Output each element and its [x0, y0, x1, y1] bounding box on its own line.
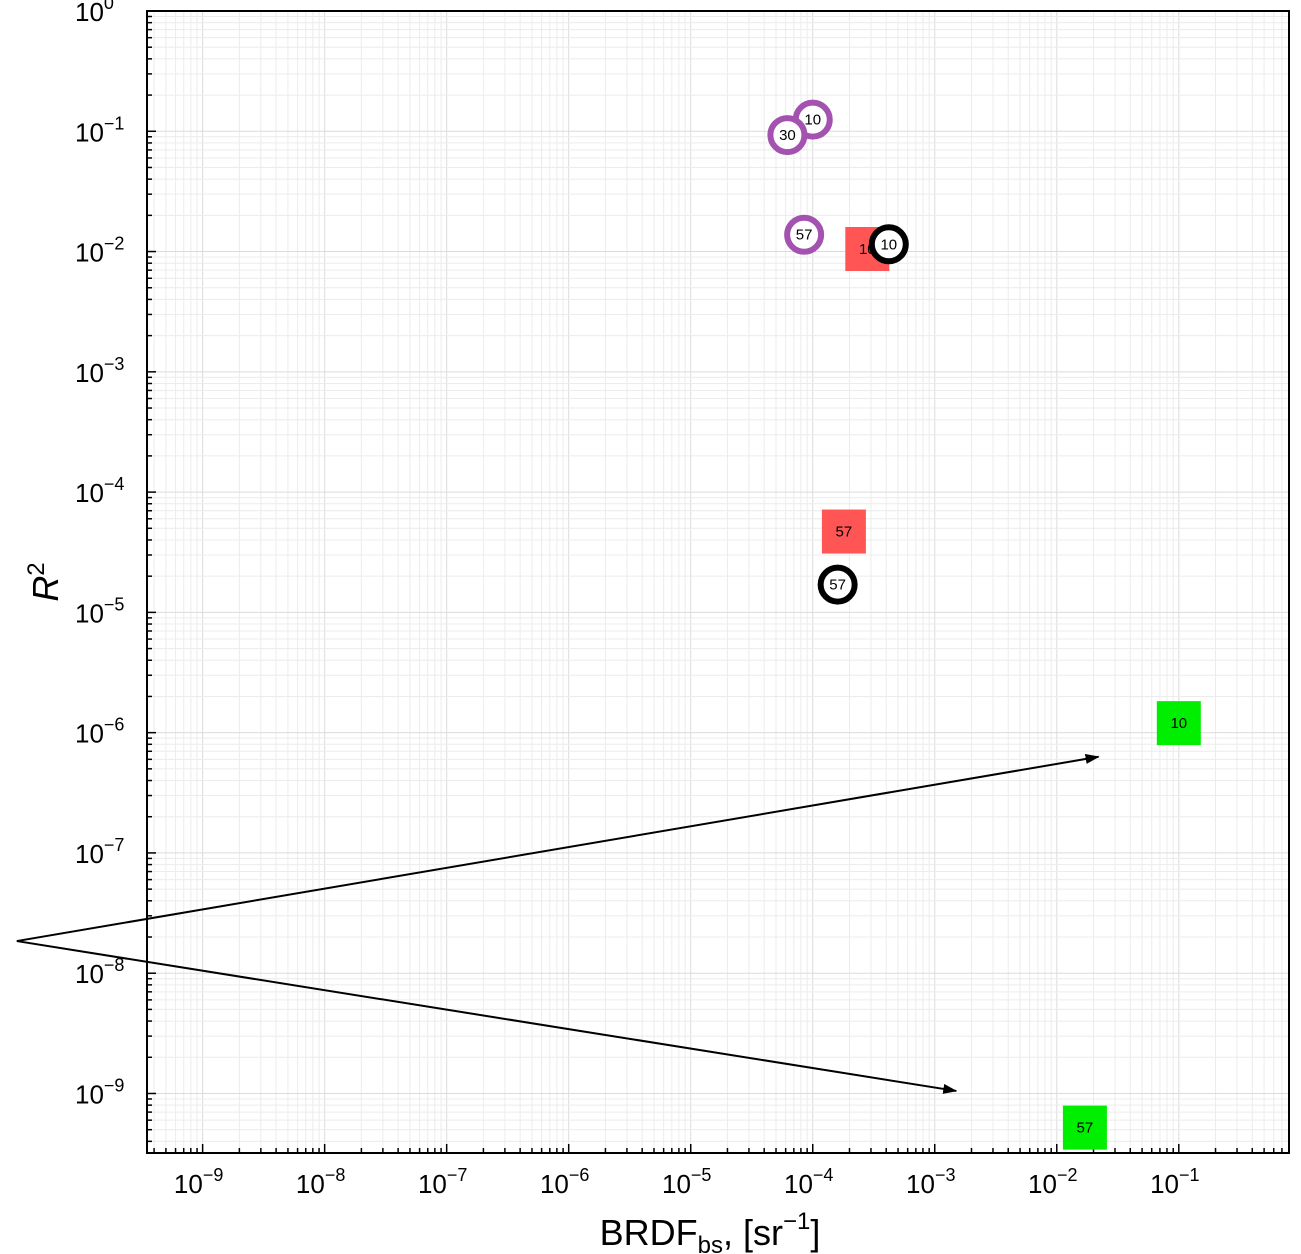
square-marker [1062, 1105, 1107, 1150]
y-tick-label: 10−5 [75, 594, 124, 628]
y-tick-label: 10−7 [75, 835, 124, 869]
point-label: 10 [1170, 715, 1187, 732]
y-axis-title: R2 [23, 562, 66, 601]
x-axis-title-unit: , [sr [723, 1212, 783, 1253]
x-tick-label: 10−8 [296, 1165, 345, 1199]
y-tick-exponent: −3 [104, 354, 125, 374]
point-label: 10 [880, 236, 897, 253]
square-marker [821, 509, 866, 554]
x-tick-label: 10−5 [662, 1165, 711, 1199]
x-tick-label: 10−9 [174, 1165, 223, 1199]
x-tick-label: 10−2 [1028, 1165, 1077, 1199]
point-label: 10 [804, 112, 821, 129]
x-tick-exponent: −2 [1057, 1165, 1078, 1185]
x-tick-label: 10−6 [540, 1165, 589, 1199]
x-tick-exponent: −6 [569, 1165, 590, 1185]
y-tick-exponent: −5 [104, 594, 125, 614]
x-tick-label: 10−1 [1150, 1165, 1199, 1199]
y-tick-label: 10−1 [75, 113, 124, 147]
plot-frame [146, 10, 1290, 1154]
x-tick-exponent: −8 [325, 1165, 346, 1185]
y-tick-exponent: −6 [104, 715, 125, 735]
x-axis-title-superscript: −1 [783, 1208, 810, 1235]
y-tick-exponent: −8 [104, 955, 125, 975]
x-tick-exponent: −4 [813, 1165, 834, 1185]
x-tick-exponent: −3 [935, 1165, 956, 1185]
y-tick-label: 10−3 [75, 354, 124, 388]
x-axis-title: BRDFbs, [sr−1] [600, 1208, 821, 1254]
x-tick-exponent: −7 [447, 1165, 468, 1185]
x-tick-exponent: −5 [691, 1165, 712, 1185]
y-tick-label: 10−9 [75, 1075, 124, 1109]
y-axis-title-superscript: 2 [23, 562, 50, 575]
point-label: 57 [829, 577, 846, 594]
y-tick-label: 10−4 [75, 474, 124, 508]
grid [147, 10, 1290, 1153]
x-axis-title-subscript: bs [698, 1232, 723, 1254]
y-tick-exponent: −7 [104, 835, 125, 855]
tick-marks [147, 10, 1290, 1153]
annotation-arrow [16, 754, 1100, 943]
x-tick-label: 10−4 [784, 1165, 833, 1199]
x-axis-title-close: ] [810, 1212, 820, 1253]
tick-labels: 10−9 10−8 10−7 10−6 10−5 10−4 10−3 10−2 10−11001… [75, 0, 1200, 1199]
x-tick-exponent: −9 [203, 1165, 224, 1185]
x-tick-label: 10−3 [906, 1165, 955, 1199]
y-tick-exponent: −1 [104, 113, 125, 133]
annotation-arrows [16, 754, 1100, 1094]
ring-marker [868, 224, 909, 265]
y-tick-exponent: 0 [104, 0, 114, 13]
point-label: 30 [779, 127, 796, 144]
y-tick-label: 10−6 [75, 715, 124, 749]
axis-titles: BRDFbs, [sr−1] R2 [23, 562, 820, 1254]
point-label: 57 [796, 227, 813, 244]
x-tick-label: 10−7 [418, 1165, 467, 1199]
point-label: 57 [836, 524, 853, 541]
x-axis-title-base: BRDF [600, 1212, 698, 1253]
ring-marker [817, 564, 858, 605]
square-marker [1156, 701, 1201, 746]
y-tick-exponent: −2 [104, 234, 125, 254]
y-tick-label: 100 [75, 0, 114, 27]
y-tick-exponent: −4 [104, 474, 125, 494]
point-label: 57 [1077, 1120, 1094, 1137]
y-tick-label: 10−2 [75, 234, 124, 268]
ring-marker [767, 115, 808, 156]
y-axis-title-base: R [25, 576, 66, 602]
x-tick-exponent: −1 [1179, 1165, 1200, 1185]
y-tick-exponent: −9 [104, 1075, 125, 1095]
ring-marker [784, 214, 825, 255]
y-tick-label: 10−8 [75, 955, 124, 989]
annotation-arrow [16, 940, 958, 1094]
